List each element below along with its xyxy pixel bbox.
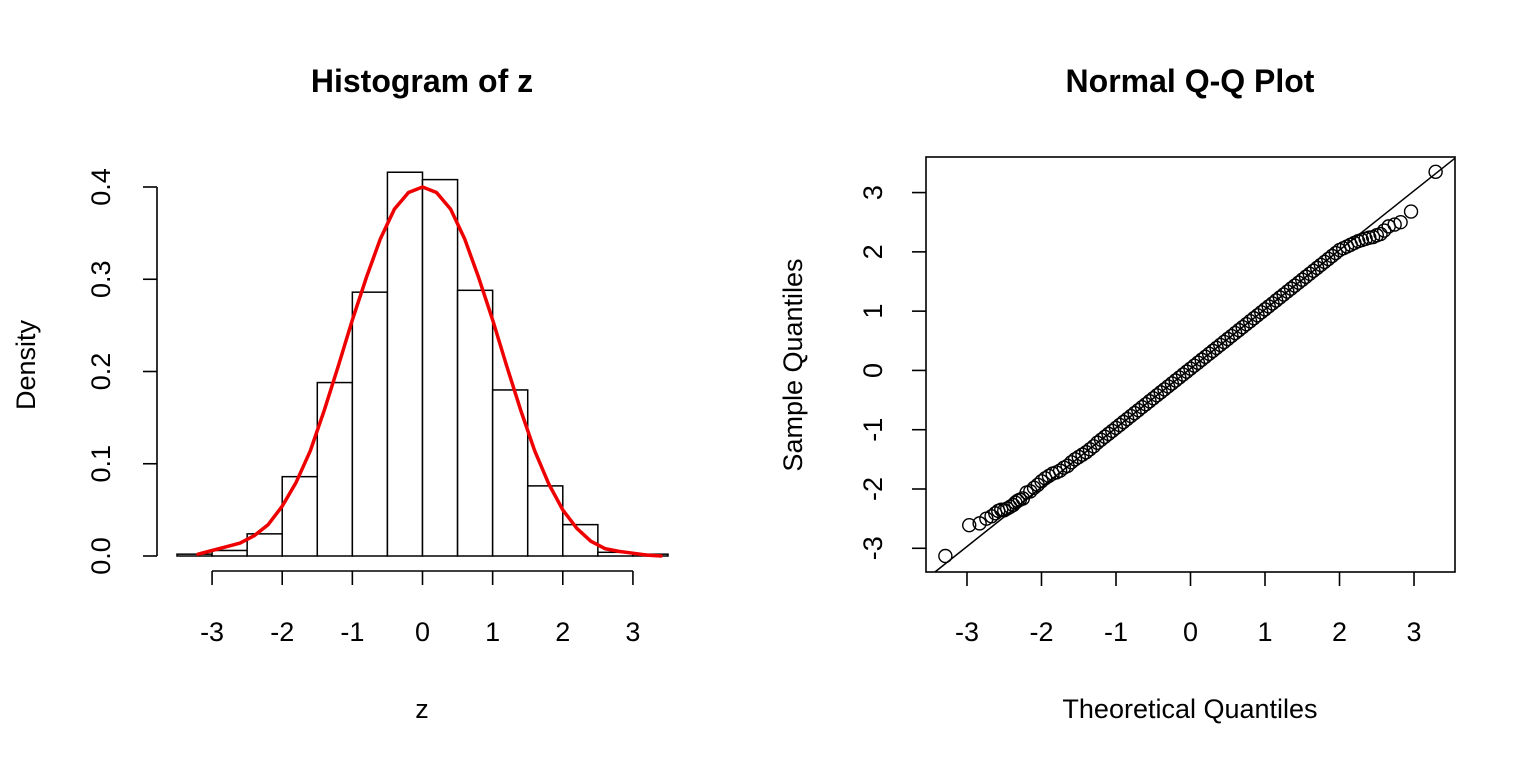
qq-y-axis-label: Sample Quantiles bbox=[778, 258, 808, 471]
qq-point bbox=[1387, 217, 1402, 232]
qq-x-axis: -3 -2 -1 0 1 2 3 bbox=[955, 572, 1422, 647]
histogram-bar bbox=[281, 475, 319, 557]
qq-x-tick-label: 3 bbox=[1407, 617, 1422, 647]
histogram-panel: Histogram of z z Density -3 -2 -1 0 1 2 3 0.00… bbox=[11, 63, 669, 724]
histogram-x-tick-label: 0 bbox=[415, 617, 430, 647]
histogram-bar bbox=[176, 553, 213, 557]
histogram-x-tick-label: 2 bbox=[555, 617, 570, 647]
density-curve bbox=[196, 185, 663, 558]
histogram-y-tick-label: 0.0 bbox=[86, 537, 116, 575]
qq-y-tick-label: 0 bbox=[858, 363, 888, 378]
qq-title: Normal Q-Q Plot bbox=[1066, 63, 1315, 99]
qq-y-tick-label: 3 bbox=[858, 185, 888, 200]
histogram-x-tick-label: 3 bbox=[625, 617, 640, 647]
histogram-y-axis: 0.0 0.1 0.2 0.3 0.4 bbox=[86, 168, 158, 575]
qq-x-tick-label: 0 bbox=[1183, 617, 1198, 647]
histogram-x-tick-label: -3 bbox=[200, 617, 224, 647]
histogram-bar bbox=[316, 381, 354, 557]
histogram-bar bbox=[386, 171, 424, 557]
histogram-bar bbox=[351, 291, 389, 557]
qq-y-tick-label: -3 bbox=[858, 536, 888, 560]
qq-point bbox=[1328, 245, 1343, 261]
qq-x-tick-label: 2 bbox=[1332, 617, 1347, 647]
density-curve-layer bbox=[196, 185, 663, 558]
histogram-bar bbox=[526, 485, 564, 557]
qq-point bbox=[1373, 226, 1388, 242]
qq-y-tick-label: 1 bbox=[858, 304, 888, 319]
qq-point bbox=[1403, 204, 1419, 219]
qq-point bbox=[1052, 463, 1068, 478]
qq-point bbox=[1393, 215, 1408, 230]
histogram-x-axis: -3 -2 -1 0 1 2 3 bbox=[200, 570, 640, 647]
qq-x-tick-label: -3 bbox=[955, 617, 979, 647]
qq-point bbox=[1067, 452, 1083, 467]
histogram-title: Histogram of z bbox=[311, 63, 533, 99]
qq-x-tick-label: -2 bbox=[1029, 617, 1053, 647]
qq-point bbox=[1075, 447, 1090, 462]
histogram-y-axis-label: Density bbox=[11, 319, 41, 410]
qq-point bbox=[938, 548, 953, 564]
qq-y-tick-label: 2 bbox=[858, 244, 888, 259]
histogram-bar bbox=[456, 289, 494, 557]
qq-x-axis-label: Theoretical Quantiles bbox=[1062, 694, 1317, 724]
histogram-x-tick-label: -2 bbox=[270, 617, 294, 647]
qq-point bbox=[962, 517, 977, 533]
histogram-bar bbox=[421, 178, 459, 557]
qq-x-tick-label: 1 bbox=[1257, 617, 1272, 647]
histogram-x-axis-label: z bbox=[415, 694, 429, 724]
qq-points bbox=[938, 164, 1443, 564]
qq-point bbox=[1064, 455, 1079, 470]
histogram-y-tick-label: 0.4 bbox=[86, 168, 116, 206]
qq-y-tick-label: -1 bbox=[858, 418, 888, 442]
qq-x-tick-label: -1 bbox=[1104, 617, 1128, 647]
histogram-x-tick-label: -1 bbox=[340, 617, 364, 647]
qq-y-axis: -3 -2 -1 0 1 2 3 bbox=[858, 185, 926, 560]
qq-y-tick-label: -2 bbox=[858, 477, 888, 501]
histogram-x-tick-label: 1 bbox=[485, 617, 500, 647]
qq-point bbox=[1038, 471, 1053, 486]
qq-point bbox=[1008, 495, 1023, 510]
histogram-y-tick-label: 0.1 bbox=[86, 445, 116, 483]
histogram-bars bbox=[176, 171, 669, 557]
qq-panel: Normal Q-Q Plot Theoretical Quantiles Sa… bbox=[778, 63, 1456, 724]
qq-point bbox=[1428, 164, 1443, 180]
histogram-bar bbox=[211, 549, 248, 557]
histogram-y-tick-label: 0.2 bbox=[86, 353, 116, 391]
qq-point bbox=[1071, 449, 1086, 465]
histogram-y-tick-label: 0.3 bbox=[86, 260, 116, 298]
qq-point bbox=[1034, 474, 1049, 489]
